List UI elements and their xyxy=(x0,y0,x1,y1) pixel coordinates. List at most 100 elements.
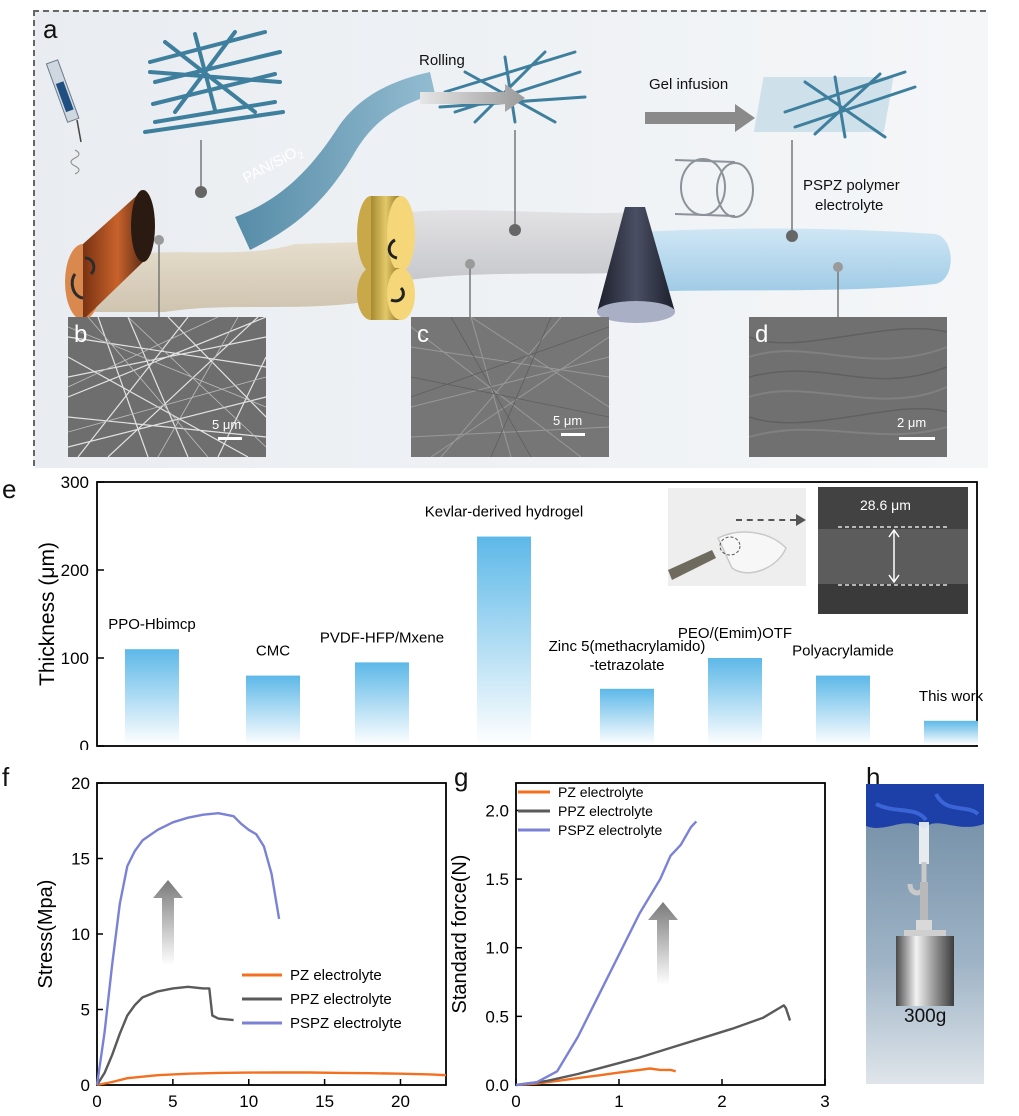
chart-e-ytick-label: 300 xyxy=(61,473,89,492)
chart-g-xtick-label: 3 xyxy=(820,1092,829,1111)
sem-d-texture xyxy=(749,317,947,457)
chart-e-bar xyxy=(125,649,179,745)
chart-f-legend-label: PPZ electrolyte xyxy=(290,991,392,1008)
chart-f-ytick-label: 0 xyxy=(81,1076,90,1095)
chart-f-xtick-label: 10 xyxy=(239,1092,258,1111)
chart-f-legend-label: PZ electrolyte xyxy=(290,967,382,984)
sem-d-scale: 2 μm xyxy=(897,415,927,430)
sem-b-scale: 5 μm xyxy=(212,417,242,432)
sem-c-scalebar xyxy=(561,433,585,436)
chart-e-bar xyxy=(708,658,762,745)
chart-g-series-line xyxy=(515,1067,677,1087)
chart-f-arrow xyxy=(153,880,183,965)
chart-g-ytick-label: 0.0 xyxy=(485,1076,509,1095)
chart-e-bar xyxy=(924,720,978,745)
fiber-stack-3 xyxy=(753,70,917,139)
inset-sem-scale: 28.6 μm xyxy=(860,497,911,513)
chart-f-xtick-label: 0 xyxy=(92,1092,101,1111)
chart-e-bar-label: Polyacrylamide xyxy=(792,643,894,660)
inset-photo xyxy=(668,488,806,586)
panel-e-letter: e xyxy=(2,474,17,504)
chart-f-legend-label: PSPZ electrolyte xyxy=(290,1015,402,1032)
sem-b-scalebar xyxy=(218,437,242,440)
inset-sem: 28.6 μm xyxy=(818,487,968,614)
chart-e: 0 100 200 300 Thickness (μm) PPO-Hbimcp CMC PVD… xyxy=(36,473,984,750)
chart-e-frame xyxy=(96,481,978,747)
sem-image-b: b 5 μm xyxy=(68,317,266,457)
chart-e-bar-label: PEO/(Emim)OTF xyxy=(678,625,792,642)
chart-g-series-line xyxy=(515,1004,792,1087)
fiber-stack-1 xyxy=(143,30,285,134)
chart-f-xtick-label: 15 xyxy=(315,1092,334,1111)
chart-g-xtick-label: 2 xyxy=(717,1092,726,1111)
chart-e-bar xyxy=(600,688,654,745)
weight-label: 300g xyxy=(904,1006,947,1027)
chart-g-ytick-label: 0.5 xyxy=(485,1007,509,1026)
sem-c-fibers xyxy=(411,317,609,457)
chart-g: 01230.00.51.01.52.0Deformation(mm)Standa… xyxy=(449,782,830,1116)
chart-e-ytick-label: 100 xyxy=(61,649,89,668)
chart-f-series-line xyxy=(96,1071,447,1087)
hanging-weight-photo: 300g xyxy=(866,784,984,1084)
panel-f-letter: f xyxy=(2,762,10,792)
chart-f-frame xyxy=(96,782,447,1086)
hanging-weight-drawing xyxy=(866,784,984,1084)
rolling-label: Rolling xyxy=(419,52,465,69)
inset-dashed-arrow xyxy=(736,519,796,521)
chart-e-bar xyxy=(246,675,300,745)
chart-e-bar xyxy=(816,675,870,745)
chart-e-ytick-label: 200 xyxy=(61,561,89,580)
inset-sem-drawing xyxy=(818,487,968,614)
chart-g-legend-label: PSPZ electrolyte xyxy=(558,822,662,838)
chart-f-ytick-label: 15 xyxy=(71,850,90,869)
chart-g-series-line xyxy=(515,820,698,1087)
chart-e-bar-label: This work xyxy=(919,688,984,705)
chart-f-xtick-label: 20 xyxy=(391,1092,410,1111)
panel-a-letter: a xyxy=(43,14,58,44)
sem-d-letter: d xyxy=(755,321,769,348)
pspz-label-line1: PSPZ polymer xyxy=(803,177,900,194)
sem-image-c: c 5 μm xyxy=(411,317,609,457)
chart-g-frame xyxy=(515,782,826,1086)
chart-e-bar-label: Kevlar-derived hydrogel xyxy=(425,504,583,521)
sem-b-fibers xyxy=(68,317,266,457)
panel-a: a Rolling Gel infusion PAN/SiO2 PSPZ pol… xyxy=(33,10,988,468)
chart-f-ytick-label: 5 xyxy=(81,1001,90,1020)
chart-e-bar xyxy=(355,662,409,745)
chart-g-legend-label: PPZ electrolyte xyxy=(558,803,653,819)
chart-e-bar-label: CMC xyxy=(256,643,290,660)
chart-e-bar-label: Zinc 5(methacrylamido) xyxy=(549,638,706,655)
chart-g-legend-label: PZ electrolyte xyxy=(558,784,644,800)
panel-g-letter: g xyxy=(454,762,469,792)
sem-d-scalebar xyxy=(899,437,935,440)
chart-g-ytick-label: 1.5 xyxy=(485,870,509,889)
chart-g-ylabel: Standard force(N) xyxy=(449,855,471,1014)
chart-g-xtick-label: 1 xyxy=(614,1092,623,1111)
chart-g-ytick-label: 2.0 xyxy=(485,801,509,820)
chart-f-ytick-label: 20 xyxy=(71,774,90,793)
sem-image-d: d 2 μm xyxy=(749,317,947,457)
chart-g-xtick-label: 0 xyxy=(511,1092,520,1111)
gel-infusion-label: Gel infusion xyxy=(649,76,729,93)
chart-g-arrow xyxy=(648,902,678,985)
chart-f: 0510152005101520Strain(%)Stress(Mpa)PZ e… xyxy=(35,774,447,1116)
sem-c-letter: c xyxy=(417,321,429,348)
chart-e-bar-label: PPO-Hbimcp xyxy=(108,616,196,633)
chart-e-ylabel: Thickness (μm) xyxy=(36,542,59,686)
chart-f-ylabel: Stress(Mpa) xyxy=(35,880,57,989)
sem-c-scale: 5 μm xyxy=(553,413,583,428)
chart-f-xtick-label: 5 xyxy=(168,1092,177,1111)
pspz-label-line2: electrolyte xyxy=(815,197,884,214)
chart-f-series-line xyxy=(95,985,234,1086)
chart-e-bar xyxy=(477,536,531,745)
chart-g-ytick-label: 1.0 xyxy=(485,939,509,958)
chart-f-series-line xyxy=(95,812,281,1086)
inset-photo-drawing xyxy=(668,488,806,586)
chart-e-bar-label: -tetrazolate xyxy=(589,657,664,674)
chart-e-ytick-label: 0 xyxy=(80,737,89,750)
chart-f-ytick-label: 10 xyxy=(71,925,90,944)
syringe-icon xyxy=(45,59,82,175)
inset-arrow-head xyxy=(796,514,806,526)
chart-e-bar-label: PVDF-HFP/Mxene xyxy=(320,629,444,646)
sem-b-letter: b xyxy=(74,321,88,348)
